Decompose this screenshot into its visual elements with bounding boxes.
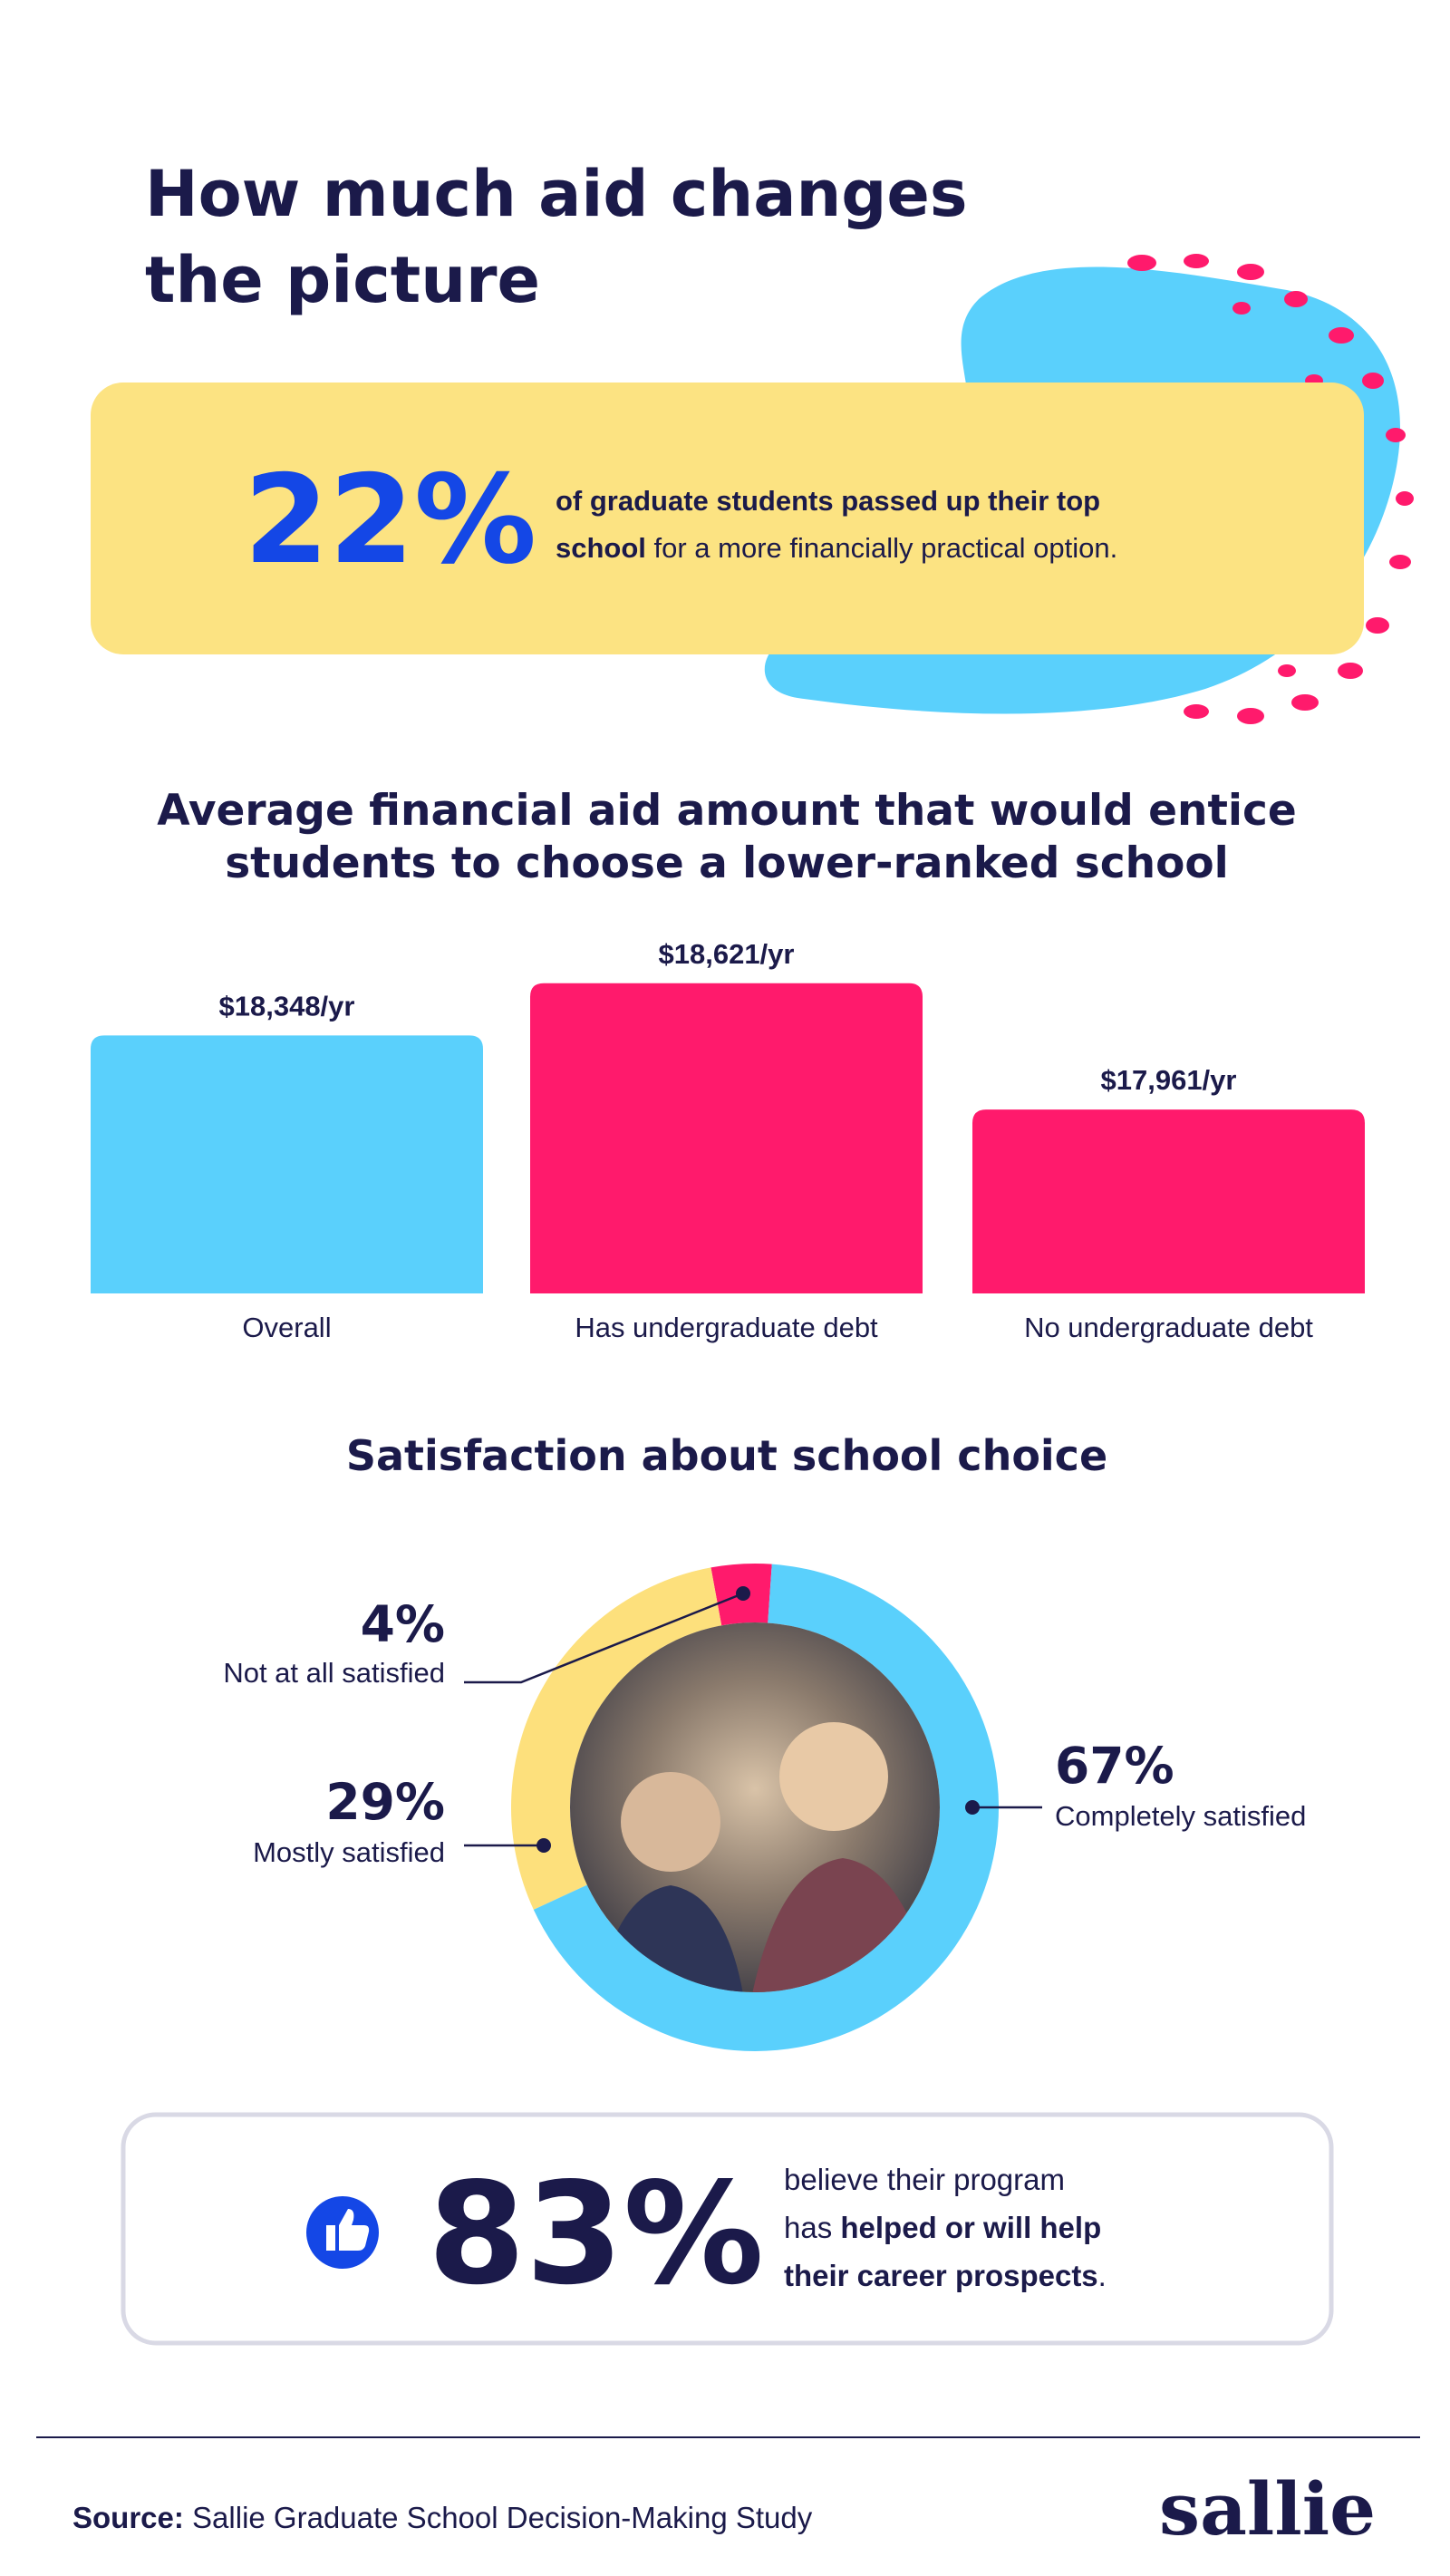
callout-stat: 22% — [244, 449, 536, 591]
bar-value-label: $18,348/yr — [219, 990, 355, 1022]
text-run: Sallie Graduate School Decision-Making S… — [184, 2501, 813, 2534]
text-run: believe their program — [784, 2163, 1065, 2196]
highlight-text: has helped or will help — [784, 2211, 1101, 2244]
text-run: school — [556, 532, 646, 564]
callout-box — [91, 383, 1364, 654]
pie-value-label: 4% — [361, 1595, 445, 1653]
donut-segment — [511, 1567, 722, 1910]
leader-dot — [536, 1838, 551, 1853]
pie-category-label: Mostly satisfied — [253, 1836, 445, 1868]
text-run: . — [1098, 2259, 1107, 2292]
text-run: Source: — [72, 2501, 184, 2534]
text-run: for a more financially practical option. — [646, 532, 1117, 564]
highlight-text: their career prospects. — [784, 2259, 1107, 2292]
logo: sallie — [1159, 2466, 1376, 2552]
highlight-text: believe their program — [784, 2163, 1065, 2196]
text-run: has — [784, 2211, 840, 2244]
pie-category-label: Completely satisfied — [1055, 1800, 1306, 1832]
bar-value-label: $18,621/yr — [659, 938, 795, 970]
text-run: their career prospects — [784, 2259, 1098, 2292]
highlight-box — [121, 2112, 1334, 2346]
leader-line — [464, 1592, 744, 1684]
bar-category-label: Has undergraduate debt — [575, 1312, 878, 1343]
bar-value-label: $17,961/yr — [1101, 1064, 1237, 1096]
leader-dot — [736, 1586, 750, 1601]
bar — [530, 983, 923, 1293]
bar-chart-title: Average financial aid amount that would … — [157, 786, 1297, 836]
pie-category-label: Not at all satisfied — [223, 1657, 445, 1689]
page-title: How much aid changes — [145, 157, 968, 231]
text-run: helped or will help — [840, 2211, 1101, 2244]
bar — [972, 1109, 1365, 1293]
highlight-stat: 83% — [428, 2152, 764, 2316]
callout-text: school for a more financially practical … — [556, 532, 1117, 564]
text-run: of graduate students passed up their top — [556, 485, 1100, 517]
bar-category-label: Overall — [242, 1312, 331, 1343]
pie-chart-title: Satisfaction about school choice — [346, 1431, 1107, 1480]
page-title: the picture — [145, 243, 540, 317]
source-note: Source: Sallie Graduate School Decision-… — [72, 2501, 813, 2534]
leader-dot — [965, 1800, 980, 1815]
callout-text: of graduate students passed up their top — [556, 485, 1100, 517]
bar-category-label: No undergraduate debt — [1024, 1312, 1313, 1343]
photo — [570, 1622, 940, 1992]
bar-chart-title: students to choose a lower-ranked school — [225, 838, 1229, 888]
thumb-glyph — [326, 2209, 370, 2251]
bar — [91, 1035, 483, 1293]
pie-value-label: 29% — [325, 1773, 445, 1831]
pie-value-label: 67% — [1055, 1737, 1174, 1795]
